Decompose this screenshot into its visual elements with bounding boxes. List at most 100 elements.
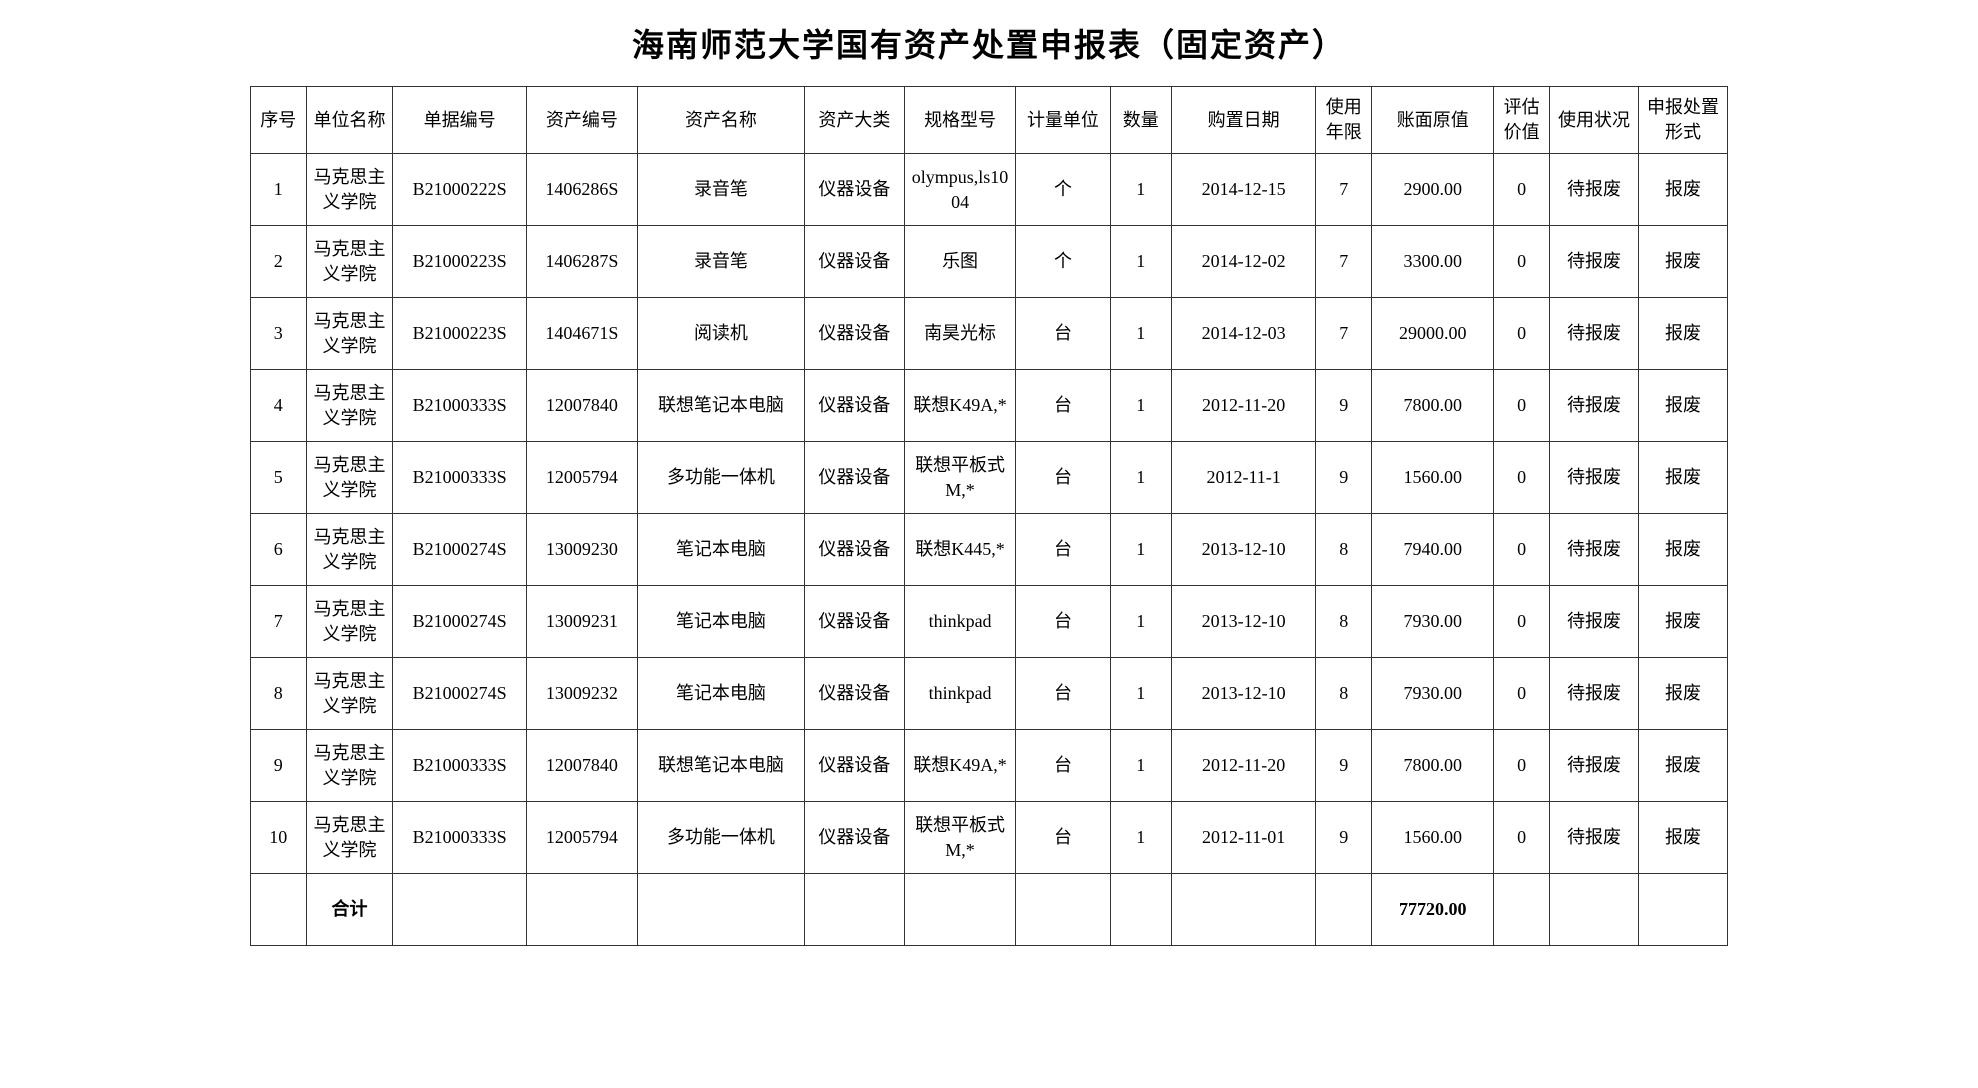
cell-dept: 马克思主义学院: [306, 514, 393, 586]
header-status: 使用状况: [1549, 87, 1638, 154]
cell-status: 待报废: [1549, 154, 1638, 226]
cell-years: 9: [1316, 802, 1372, 874]
cell-category: 仪器设备: [804, 586, 904, 658]
cell-assetnum: 1406287S: [526, 226, 637, 298]
cell-seq: 5: [251, 442, 307, 514]
total-empty: [526, 874, 637, 946]
cell-assetname: 多功能一体机: [638, 442, 805, 514]
cell-category: 仪器设备: [804, 370, 904, 442]
cell-qty: 1: [1110, 226, 1171, 298]
header-assetname: 资产名称: [638, 87, 805, 154]
cell-disposal: 报废: [1638, 154, 1727, 226]
table-row: 4马克思主义学院B21000333S12007840联想笔记本电脑仪器设备联想K…: [251, 370, 1728, 442]
cell-status: 待报废: [1549, 514, 1638, 586]
cell-date: 2014-12-02: [1171, 226, 1316, 298]
cell-status: 待报废: [1549, 586, 1638, 658]
cell-spec: 联想平板式M,*: [904, 442, 1015, 514]
cell-value: 2900.00: [1372, 154, 1494, 226]
cell-category: 仪器设备: [804, 154, 904, 226]
cell-eval: 0: [1494, 586, 1550, 658]
cell-assetnum: 12007840: [526, 730, 637, 802]
cell-eval: 0: [1494, 154, 1550, 226]
cell-docnum: B21000274S: [393, 514, 526, 586]
total-empty: [1494, 874, 1550, 946]
cell-docnum: B21000333S: [393, 730, 526, 802]
cell-assetname: 笔记本电脑: [638, 586, 805, 658]
header-dept: 单位名称: [306, 87, 393, 154]
cell-seq: 8: [251, 658, 307, 730]
total-empty: [1110, 874, 1171, 946]
cell-qty: 1: [1110, 658, 1171, 730]
table-total-row: 合计 77720.00: [251, 874, 1728, 946]
cell-assetnum: 13009230: [526, 514, 637, 586]
cell-assetname: 联想笔记本电脑: [638, 730, 805, 802]
cell-unit: 台: [1016, 298, 1111, 370]
cell-years: 9: [1316, 730, 1372, 802]
cell-dept: 马克思主义学院: [306, 226, 393, 298]
cell-disposal: 报废: [1638, 586, 1727, 658]
cell-qty: 1: [1110, 802, 1171, 874]
table-row: 2马克思主义学院B21000223S1406287S录音笔仪器设备乐图个1201…: [251, 226, 1728, 298]
cell-assetnum: 12005794: [526, 442, 637, 514]
cell-assetname: 笔记本电脑: [638, 514, 805, 586]
cell-value: 1560.00: [1372, 442, 1494, 514]
cell-assetnum: 13009231: [526, 586, 637, 658]
header-seq: 序号: [251, 87, 307, 154]
cell-docnum: B21000274S: [393, 658, 526, 730]
header-years: 使用年限: [1316, 87, 1372, 154]
cell-seq: 6: [251, 514, 307, 586]
total-value: 77720.00: [1372, 874, 1494, 946]
cell-spec: 联想K49A,*: [904, 370, 1015, 442]
cell-status: 待报废: [1549, 298, 1638, 370]
header-unit: 计量单位: [1016, 87, 1111, 154]
cell-qty: 1: [1110, 154, 1171, 226]
cell-dept: 马克思主义学院: [306, 730, 393, 802]
cell-seq: 10: [251, 802, 307, 874]
table-row: 9马克思主义学院B21000333S12007840联想笔记本电脑仪器设备联想K…: [251, 730, 1728, 802]
cell-docnum: B21000223S: [393, 226, 526, 298]
cell-category: 仪器设备: [804, 730, 904, 802]
document-title: 海南师范大学国有资产处置申报表（固定资产）: [250, 20, 1728, 66]
cell-disposal: 报废: [1638, 442, 1727, 514]
cell-category: 仪器设备: [804, 298, 904, 370]
cell-qty: 1: [1110, 442, 1171, 514]
cell-seq: 3: [251, 298, 307, 370]
header-date: 购置日期: [1171, 87, 1316, 154]
cell-eval: 0: [1494, 730, 1550, 802]
total-empty: [1171, 874, 1316, 946]
cell-value: 7800.00: [1372, 730, 1494, 802]
cell-years: 8: [1316, 514, 1372, 586]
cell-docnum: B21000333S: [393, 442, 526, 514]
cell-date: 2012-11-1: [1171, 442, 1316, 514]
table-body: 1马克思主义学院B21000222S1406286S录音笔仪器设备olympus…: [251, 154, 1728, 874]
cell-dept: 马克思主义学院: [306, 442, 393, 514]
total-empty: [1316, 874, 1372, 946]
cell-years: 9: [1316, 370, 1372, 442]
cell-disposal: 报废: [1638, 298, 1727, 370]
cell-eval: 0: [1494, 658, 1550, 730]
table-row: 3马克思主义学院B21000223S1404671S阅读机仪器设备南昊光标台12…: [251, 298, 1728, 370]
cell-disposal: 报废: [1638, 514, 1727, 586]
cell-unit: 个: [1016, 226, 1111, 298]
cell-unit: 台: [1016, 730, 1111, 802]
cell-qty: 1: [1110, 370, 1171, 442]
cell-unit: 台: [1016, 658, 1111, 730]
total-empty: [1549, 874, 1638, 946]
cell-date: 2012-11-20: [1171, 370, 1316, 442]
cell-date: 2013-12-10: [1171, 586, 1316, 658]
document-container: 海南师范大学国有资产处置申报表（固定资产） 序号 单位名称 单据编号 资产编号 …: [250, 20, 1728, 946]
cell-spec: 联想K445,*: [904, 514, 1015, 586]
cell-assetname: 笔记本电脑: [638, 658, 805, 730]
cell-seq: 9: [251, 730, 307, 802]
cell-spec: 联想平板式M,*: [904, 802, 1015, 874]
cell-date: 2012-11-20: [1171, 730, 1316, 802]
cell-spec: olympus,ls1004: [904, 154, 1015, 226]
header-qty: 数量: [1110, 87, 1171, 154]
cell-dept: 马克思主义学院: [306, 154, 393, 226]
cell-category: 仪器设备: [804, 658, 904, 730]
cell-spec: 联想K49A,*: [904, 730, 1015, 802]
total-empty: [804, 874, 904, 946]
cell-qty: 1: [1110, 514, 1171, 586]
header-eval: 评估价值: [1494, 87, 1550, 154]
header-value: 账面原值: [1372, 87, 1494, 154]
